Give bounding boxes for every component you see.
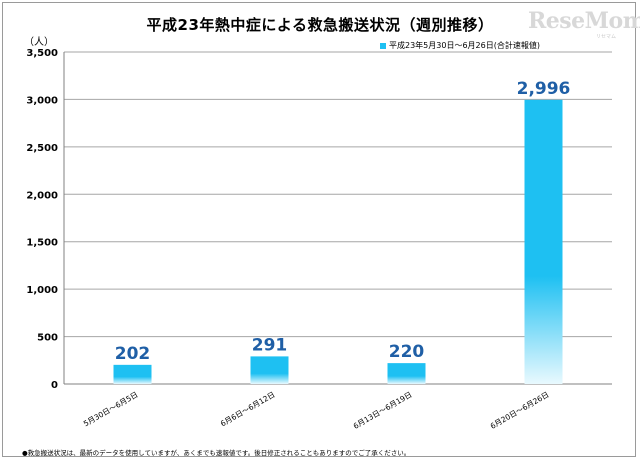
bar bbox=[524, 99, 563, 385]
data-label: 291 bbox=[252, 335, 288, 355]
bar bbox=[250, 356, 289, 384]
y-tick-label: 2,000 bbox=[26, 190, 58, 201]
y-tick-label: 3,500 bbox=[26, 48, 58, 59]
watermark-logo: ReseMom bbox=[528, 8, 640, 34]
y-tick-label: 0 bbox=[51, 380, 58, 391]
x-tick-label: 6月13日～6月19日 bbox=[352, 390, 414, 431]
chart-title: 平成23年熱中症による救急搬送状況（週別推移） bbox=[146, 16, 494, 34]
x-tick-label: 5月30日～6月5日 bbox=[82, 390, 140, 428]
data-label: 2,996 bbox=[517, 79, 571, 99]
y-tick-label: 2,500 bbox=[26, 143, 58, 154]
chart-frame bbox=[2, 2, 636, 457]
watermark-sub: リセマム bbox=[596, 34, 617, 40]
x-tick-label: 6月20日～6月26日 bbox=[489, 390, 551, 431]
footnote: ●救急搬送状況は、最新のデータを使用していますが、あくまでも速報値です。後日修正… bbox=[22, 449, 411, 457]
y-axis-unit: （人） bbox=[24, 37, 54, 48]
data-label: 202 bbox=[115, 344, 151, 364]
legend: 平成23年5月30日～6月26日(合計速報値) bbox=[380, 40, 540, 51]
x-tick-label: 6月6日～6月12日 bbox=[219, 390, 277, 428]
bar bbox=[387, 363, 426, 384]
y-tick-label: 1,500 bbox=[26, 238, 58, 249]
y-tick-label: 3,000 bbox=[26, 95, 58, 106]
legend-label: 平成23年5月30日～6月26日(合計速報値) bbox=[389, 41, 540, 50]
y-tick-label: 1,000 bbox=[26, 285, 58, 296]
data-label: 220 bbox=[389, 342, 425, 362]
y-tick-label: 500 bbox=[37, 333, 58, 344]
bar bbox=[113, 364, 152, 384]
legend-swatch bbox=[380, 42, 386, 49]
